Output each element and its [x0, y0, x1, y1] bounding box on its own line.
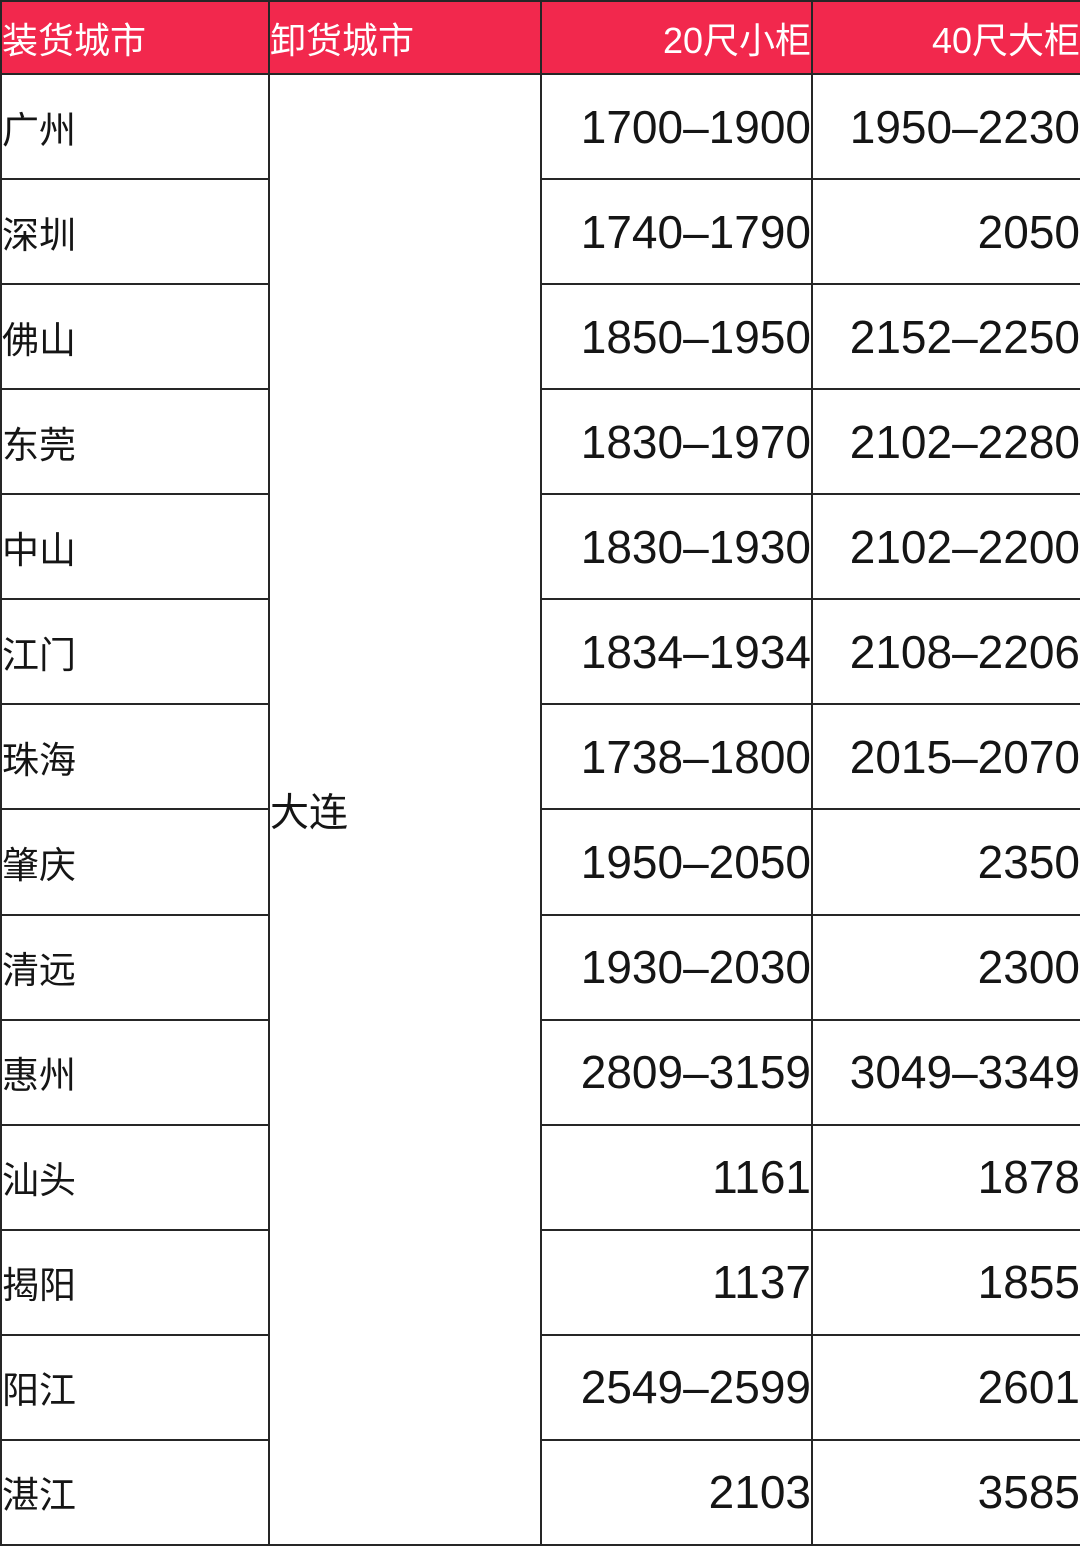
loading-city-cell: 湛江: [0, 1438, 270, 1546]
rate-20ft-cell: 1740–1790: [540, 178, 813, 286]
table-row: 湛江 2103 3585: [0, 1438, 1080, 1546]
rate-40ft-cell: 2350: [811, 808, 1080, 916]
table-row: 惠州 2809–3159 3049–3349: [0, 1018, 1080, 1126]
rate-40ft-cell: 2015–2070: [811, 703, 1080, 811]
header-unloading-city: 卸货城市: [268, 0, 542, 75]
table-row: 东莞 1830–1970 2102–2280: [0, 388, 1080, 496]
rate-40ft-cell: 3049–3349: [811, 1018, 1080, 1126]
loading-city-cell: 惠州: [0, 1018, 270, 1126]
rate-20ft-cell: 1738–1800: [540, 703, 813, 811]
rate-40ft-cell: 2152–2250: [811, 283, 1080, 391]
rate-20ft-cell: 1700–1900: [540, 72, 813, 181]
table-row: 揭阳 1137 1855: [0, 1228, 1080, 1336]
rate-40ft-cell: 2300: [811, 913, 1080, 1021]
loading-city-cell: 深圳: [0, 178, 270, 286]
rate-40ft-cell: 2050: [811, 178, 1080, 286]
rate-20ft-cell: 1161: [540, 1123, 813, 1231]
rate-20ft-cell: 2103: [540, 1438, 813, 1546]
loading-city-cell: 肇庆: [0, 808, 270, 916]
loading-city-cell: 揭阳: [0, 1228, 270, 1336]
header-20ft-container: 20尺小柜: [540, 0, 813, 75]
rate-40ft-cell: 2108–2206: [811, 598, 1080, 706]
rate-40ft-cell: 1878: [811, 1123, 1080, 1231]
table-row: 汕头 1161 1878: [0, 1123, 1080, 1231]
rate-20ft-cell: 1830–1970: [540, 388, 813, 496]
rate-20ft-cell: 1930–2030: [540, 913, 813, 1021]
loading-city-cell: 珠海: [0, 703, 270, 811]
table-row: 广州 大连 1700–1900 1950–2230: [0, 72, 1080, 1546]
table-row: 清远 1930–2030 2300: [0, 913, 1080, 1021]
table-row: 肇庆 1950–2050 2350: [0, 808, 1080, 916]
rate-40ft-cell: 2102–2200: [811, 493, 1080, 601]
rate-20ft-cell: 2809–3159: [540, 1018, 813, 1126]
rate-40ft-cell: 1855: [811, 1228, 1080, 1336]
loading-city-cell: 中山: [0, 493, 270, 601]
rate-40ft-cell: 2102–2280: [811, 388, 1080, 496]
loading-city-cell: 汕头: [0, 1123, 270, 1231]
table-row: 中山 1830–1930 2102–2200: [0, 493, 1080, 601]
rate-20ft-cell: 1850–1950: [540, 283, 813, 391]
table-row: 深圳 1740–1790 2050: [0, 178, 1080, 286]
table-row: 江门 1834–1934 2108–2206: [0, 598, 1080, 706]
header-row: 装货城市 卸货城市 20尺小柜 40尺大柜: [0, 0, 1080, 75]
loading-city-cell: 佛山: [0, 283, 270, 391]
loading-city-cell: 江门: [0, 598, 270, 706]
rate-20ft-cell: 1950–2050: [540, 808, 813, 916]
loading-city-cell: 清远: [0, 913, 270, 1021]
rate-20ft-cell: 1830–1930: [540, 493, 813, 601]
rate-20ft-cell: 1137: [540, 1228, 813, 1336]
table-header: 装货城市 卸货城市 20尺小柜 40尺大柜: [0, 0, 1080, 75]
unloading-city-cell: 大连: [268, 73, 542, 1546]
header-40ft-container: 40尺大柜: [811, 0, 1080, 75]
loading-city-cell: 广州: [0, 72, 270, 181]
loading-city-cell: 阳江: [0, 1333, 270, 1441]
rate-40ft-cell: 2601: [811, 1333, 1080, 1441]
rate-40ft-cell: 1950–2230: [811, 72, 1080, 181]
table-row: 珠海 1738–1800 2015–2070: [0, 703, 1080, 811]
rate-20ft-cell: 1834–1934: [540, 598, 813, 706]
header-loading-city: 装货城市: [0, 0, 270, 75]
rate-20ft-cell: 2549–2599: [540, 1333, 813, 1441]
loading-city-cell: 东莞: [0, 388, 270, 496]
table-body: 广州 大连 1700–1900 1950–2230 深圳 1740–1790 2…: [0, 72, 1080, 1546]
table-row: 阳江 2549–2599 2601: [0, 1333, 1080, 1441]
rate-40ft-cell: 3585: [811, 1438, 1080, 1546]
table-row: 佛山 1850–1950 2152–2250: [0, 283, 1080, 391]
